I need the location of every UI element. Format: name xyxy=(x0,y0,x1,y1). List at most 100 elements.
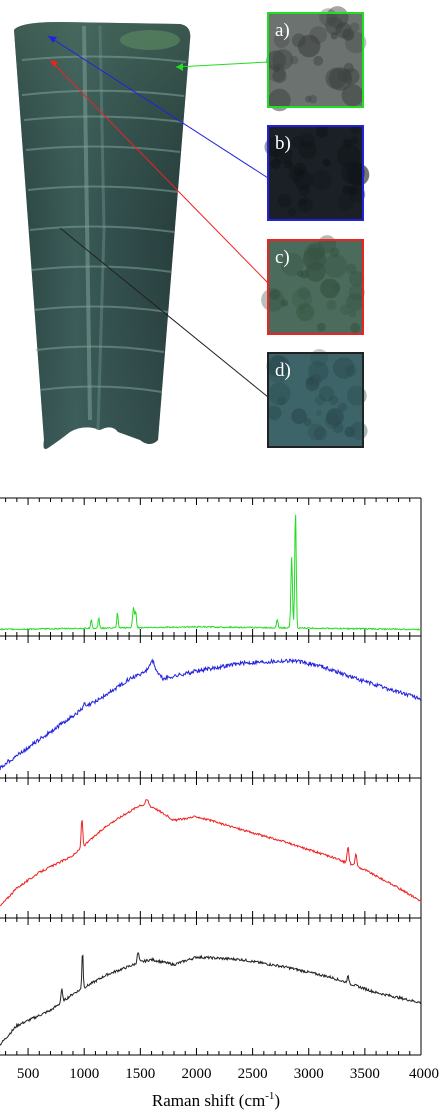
texture-spot xyxy=(297,286,311,300)
texture-spot xyxy=(280,299,288,307)
texture-spot xyxy=(342,185,352,196)
x-tick-label: 4000 xyxy=(409,1066,439,1082)
texture-spot xyxy=(326,408,344,427)
x-tick-label: 3000 xyxy=(294,1066,324,1082)
texture-spot xyxy=(317,322,326,332)
pointer-lines xyxy=(47,35,269,398)
x-tick-label: 1500 xyxy=(125,1066,155,1082)
texture-spot xyxy=(320,278,340,299)
texture-spot xyxy=(318,386,335,402)
texture-spot xyxy=(267,63,286,82)
texture-spot xyxy=(340,304,351,316)
texture-spot xyxy=(272,68,287,83)
texture-spot xyxy=(291,33,306,48)
texture-spot xyxy=(307,423,325,441)
inset-b: b) xyxy=(264,125,370,221)
sample-ridge xyxy=(96,25,106,431)
texture-spot xyxy=(272,65,280,73)
texture-spot xyxy=(313,427,327,441)
texture-spot xyxy=(298,307,306,314)
texture-spot xyxy=(342,28,355,41)
texture-spot xyxy=(350,322,361,333)
pointer-line-c xyxy=(49,59,269,284)
texture-spot xyxy=(305,377,320,392)
texture-spot xyxy=(342,68,360,85)
texture-spot xyxy=(341,84,364,107)
inset-c: c) xyxy=(261,235,365,335)
texture-spot xyxy=(291,136,304,149)
texture-spot xyxy=(296,303,315,322)
texture-spot xyxy=(341,161,365,185)
texture-spot xyxy=(302,247,326,271)
pointer-line-a xyxy=(175,61,269,68)
inset-border xyxy=(267,12,364,108)
inset-label: c) xyxy=(275,247,290,268)
texture-spot xyxy=(337,144,361,168)
inset-d: d) xyxy=(266,348,368,448)
texture-spot xyxy=(349,271,365,287)
texture-spot xyxy=(291,408,307,425)
inset-border xyxy=(267,125,364,221)
pointer-arrow-c xyxy=(50,60,58,67)
texture-spot xyxy=(268,355,290,377)
texture-spot xyxy=(337,194,354,211)
texture-spot xyxy=(350,136,359,145)
sample-photo xyxy=(14,22,191,449)
texture-spot xyxy=(284,160,294,170)
texture-spot xyxy=(266,50,286,71)
texture-spot xyxy=(326,299,337,311)
texture-spot xyxy=(330,32,338,40)
texture-spot xyxy=(268,88,291,112)
texture-spot xyxy=(319,8,337,26)
texture-spot xyxy=(309,26,328,44)
spectrum-panel-3 xyxy=(0,777,422,918)
texture-spot xyxy=(298,184,311,196)
texture-spot xyxy=(299,199,307,207)
pointer-arrow-a xyxy=(176,63,183,71)
texture-spot xyxy=(349,186,366,203)
texture-spot xyxy=(273,144,293,164)
texture-spot xyxy=(272,49,294,70)
texture-spot xyxy=(344,426,356,438)
texture-spot xyxy=(343,139,352,148)
texture-spot xyxy=(299,141,317,159)
texture-spot xyxy=(313,55,324,66)
texture-spot xyxy=(328,395,339,405)
texture-spot xyxy=(305,95,312,103)
texture-spot xyxy=(337,402,347,412)
texture-spot xyxy=(322,159,331,167)
texture-spot xyxy=(299,133,315,149)
texture-spot xyxy=(311,170,332,191)
spectrum-panel-2 xyxy=(0,635,422,778)
x-tick-label: 500 xyxy=(17,1066,40,1082)
texture-spot xyxy=(293,162,307,176)
texture-spot xyxy=(348,284,365,301)
pointer-line-d xyxy=(59,227,269,398)
texture-spot xyxy=(273,32,290,48)
inset-label: a) xyxy=(275,20,290,41)
texture-spot xyxy=(307,361,329,382)
texture-spot xyxy=(264,137,285,157)
pointer-line-b xyxy=(47,35,269,179)
texture-spot xyxy=(316,410,322,416)
raman-spectra-chart: 500 1000 1500 2000 2500 3000 3500 4000 xyxy=(0,497,439,1082)
texture-spot xyxy=(333,357,355,379)
texture-spot xyxy=(287,207,297,217)
texture-spot xyxy=(277,396,287,406)
spectrum-line-4 xyxy=(0,951,422,1046)
inset-label: d) xyxy=(275,360,291,381)
x-tick-label: 2000 xyxy=(182,1066,212,1082)
texture-spot xyxy=(266,355,289,378)
inset-patches: a) b) c) d) xyxy=(261,6,370,448)
sample-bands xyxy=(21,55,187,393)
sample-shading xyxy=(14,22,191,449)
texture-spot xyxy=(329,247,340,257)
texture-spot xyxy=(308,94,318,104)
texture-spot xyxy=(350,125,360,135)
texture-spot xyxy=(290,56,299,65)
pointer-arrow-b xyxy=(48,36,57,43)
texture-spot xyxy=(323,254,348,278)
texture-spot xyxy=(314,395,326,406)
texture-spot xyxy=(325,16,344,35)
